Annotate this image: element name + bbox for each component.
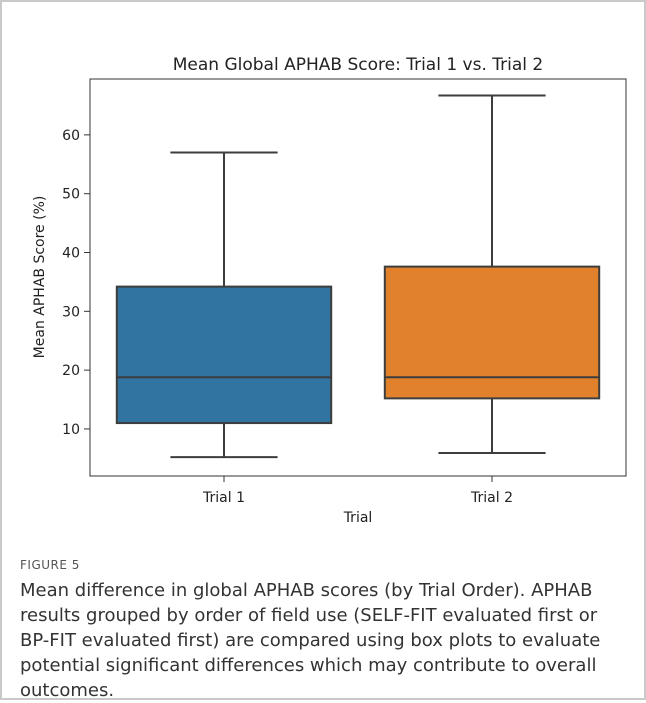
x-tick-label: Trial 1	[202, 490, 245, 506]
box-2	[383, 94, 601, 455]
iqr-box	[383, 265, 601, 400]
y-axis: 10 20 30 40 50 60	[62, 128, 90, 438]
y-tick-label: 40	[62, 246, 80, 262]
boxes-group	[115, 94, 601, 459]
box-1	[115, 151, 333, 459]
y-tick-label: 60	[62, 128, 80, 144]
y-tick-label: 20	[62, 363, 80, 379]
figure-caption: FIGURE 5 Mean difference in global APHAB…	[20, 558, 630, 703]
iqr-box	[115, 285, 333, 425]
y-tick-label: 30	[62, 304, 80, 320]
y-tick-label: 10	[62, 422, 80, 438]
y-tick-label: 50	[62, 187, 80, 203]
y-axis-label: Mean APHAB Score (%)	[32, 196, 48, 359]
figure-label: FIGURE 5	[20, 558, 80, 572]
chart-title: Mean Global APHAB Score: Trial 1 vs. Tri…	[173, 55, 544, 75]
x-tick-label: Trial 2	[470, 490, 513, 506]
x-axis-label: Trial	[343, 510, 373, 526]
x-axis: Trial 1 Trial 2	[202, 476, 513, 506]
plot-area	[89, 78, 627, 477]
caption-text: Mean difference in global APHAB scores (…	[20, 580, 601, 701]
box-plot-chart: Mean Global APHAB Score: Trial 1 vs. Tri…	[32, 55, 627, 526]
